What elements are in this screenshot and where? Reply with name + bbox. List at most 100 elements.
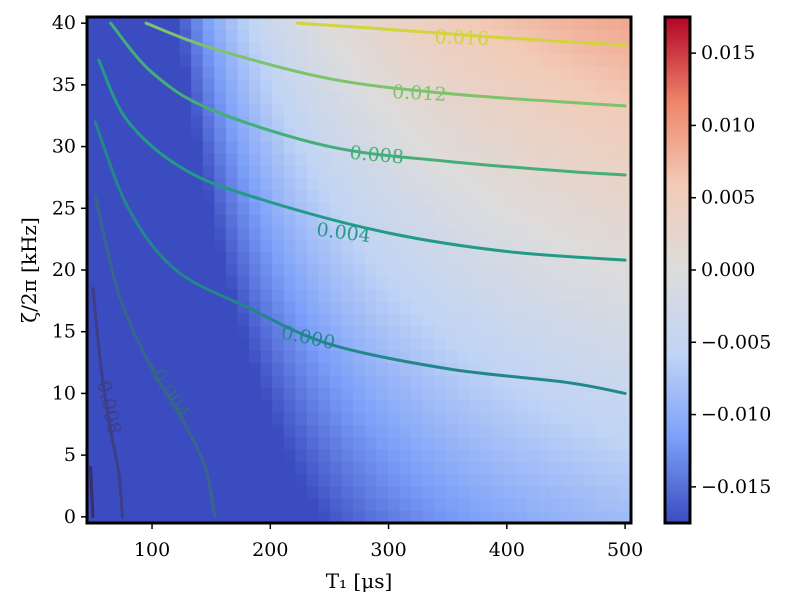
heatmap-cell xyxy=(399,140,412,154)
heatmap-cell xyxy=(526,337,539,351)
heatmap-cell xyxy=(121,399,134,413)
heatmap-cell xyxy=(121,448,134,462)
heatmap-cell xyxy=(376,41,389,55)
heatmap-cell xyxy=(573,239,586,253)
heatmap-cell xyxy=(411,251,424,265)
heatmap-cell xyxy=(330,510,343,523)
heatmap-cell xyxy=(364,263,377,277)
heatmap-cell xyxy=(191,177,204,191)
heatmap-cell xyxy=(584,337,597,351)
heatmap-cell xyxy=(480,202,493,216)
heatmap-cell xyxy=(306,54,320,67)
heatmap-cell xyxy=(214,424,227,438)
heatmap-cell xyxy=(156,128,169,142)
heatmap-cell xyxy=(191,411,204,425)
heatmap-cell xyxy=(144,91,158,104)
heatmap-cell xyxy=(318,239,331,253)
heatmap-cell xyxy=(237,276,250,290)
heatmap-cell xyxy=(573,448,586,462)
heatmap-cell xyxy=(480,387,493,401)
heatmap-cell xyxy=(364,337,377,351)
heatmap-cell xyxy=(202,411,215,425)
heatmap-cell xyxy=(353,152,366,166)
heatmap-cell xyxy=(260,411,273,425)
heatmap-cell xyxy=(549,325,563,339)
heatmap-cell xyxy=(387,103,401,117)
heatmap-cell xyxy=(249,263,262,277)
heatmap-cell xyxy=(237,337,250,351)
y-tick-label: 20 xyxy=(52,259,76,281)
heatmap-cell xyxy=(272,140,285,154)
heatmap-cell xyxy=(584,288,597,302)
heatmap-cell xyxy=(399,387,412,401)
heatmap-cell xyxy=(283,140,296,154)
heatmap-cell xyxy=(596,165,609,179)
heatmap-cell xyxy=(249,448,262,462)
heatmap-cell xyxy=(411,411,424,425)
heatmap-cell xyxy=(168,510,181,523)
heatmap-cell xyxy=(168,411,181,425)
heatmap-cell xyxy=(538,103,551,117)
heatmap-cell xyxy=(434,226,447,240)
heatmap-cell xyxy=(249,276,262,290)
heatmap-cell xyxy=(168,424,181,438)
heatmap-cell xyxy=(295,29,308,43)
heatmap-cell xyxy=(306,350,320,364)
heatmap-cell xyxy=(191,498,204,512)
heatmap-cell xyxy=(318,313,331,327)
heatmap-cell xyxy=(445,436,458,450)
heatmap-cell xyxy=(110,350,123,364)
heatmap-cell xyxy=(445,374,458,388)
y-tick-label: 15 xyxy=(52,321,76,343)
heatmap-cell xyxy=(202,374,215,388)
heatmap-cell xyxy=(561,276,574,290)
heatmap-cell xyxy=(492,387,505,401)
heatmap-cell xyxy=(607,350,621,364)
heatmap-cell xyxy=(561,152,574,166)
heatmap-cell xyxy=(306,165,320,179)
heatmap-cell xyxy=(387,140,401,154)
colorbar-ramp xyxy=(665,17,690,523)
heatmap-cell xyxy=(330,189,343,203)
heatmap-cell xyxy=(468,510,482,523)
heatmap-cell xyxy=(353,313,366,327)
heatmap-cell xyxy=(445,214,458,228)
heatmap-cell xyxy=(191,399,204,413)
heatmap-cell xyxy=(191,17,204,30)
heatmap-cell xyxy=(168,140,181,154)
heatmap-cell xyxy=(202,152,215,166)
heatmap-cell xyxy=(526,485,539,499)
heatmap-cell xyxy=(515,189,528,203)
heatmap-cell xyxy=(503,66,516,80)
heatmap-cell xyxy=(561,202,574,216)
heatmap-cell xyxy=(422,177,435,191)
heatmap-cell xyxy=(87,276,100,290)
heatmap-cell xyxy=(237,128,250,142)
heatmap-cell xyxy=(237,17,250,30)
heatmap-cell xyxy=(318,165,331,179)
heatmap-cell xyxy=(98,424,111,438)
heatmap-cell xyxy=(249,17,262,30)
heatmap-cell xyxy=(596,78,609,92)
heatmap-cell xyxy=(295,226,308,240)
heatmap-cell xyxy=(399,288,412,302)
heatmap-cell xyxy=(445,399,458,413)
heatmap-cell xyxy=(549,498,563,512)
heatmap-cell xyxy=(237,177,250,191)
heatmap-cell xyxy=(272,189,285,203)
heatmap-cell xyxy=(341,436,354,450)
heatmap-cell xyxy=(272,251,285,265)
heatmap-cell xyxy=(202,436,215,450)
heatmap-cell xyxy=(179,362,192,376)
heatmap-cell xyxy=(283,498,296,512)
heatmap-cell xyxy=(168,288,181,302)
heatmap-cell xyxy=(260,239,273,253)
heatmap-cell xyxy=(341,362,354,376)
heatmap-cell xyxy=(399,300,412,314)
heatmap-cell xyxy=(341,424,354,438)
heatmap-cell xyxy=(87,54,100,67)
heatmap-cell xyxy=(526,189,539,203)
heatmap-cell xyxy=(457,165,470,179)
heatmap-cell xyxy=(468,189,482,203)
heatmap-cell xyxy=(110,66,123,80)
